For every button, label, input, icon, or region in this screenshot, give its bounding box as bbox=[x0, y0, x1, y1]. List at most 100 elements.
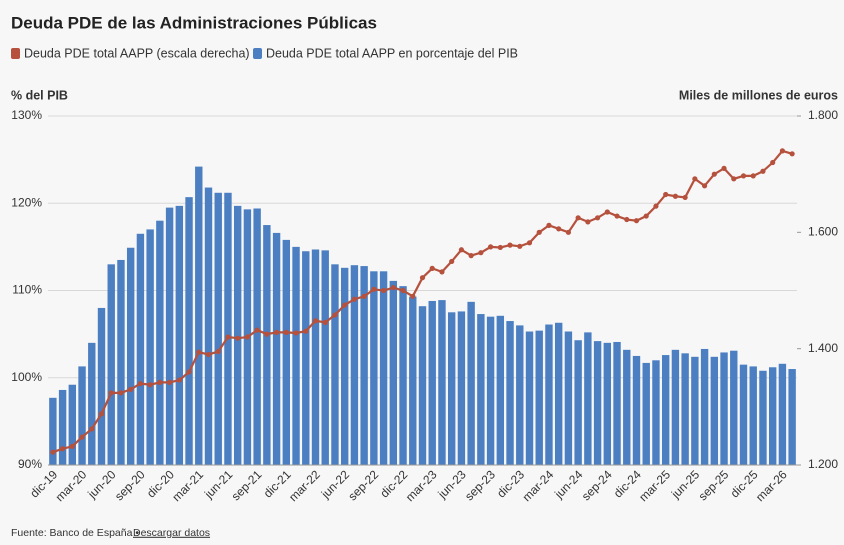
x-tick-label: mar-22 bbox=[286, 467, 323, 504]
x-tick-label: mar-26 bbox=[753, 467, 790, 504]
x-tick-label: sep-25 bbox=[696, 467, 732, 503]
point bbox=[614, 213, 620, 219]
point bbox=[176, 377, 182, 383]
point bbox=[371, 286, 377, 292]
x-tick-label: sep-22 bbox=[345, 467, 381, 503]
bar bbox=[613, 341, 621, 465]
bar bbox=[574, 340, 582, 465]
bar bbox=[156, 220, 164, 465]
point bbox=[50, 449, 56, 455]
point bbox=[721, 165, 727, 171]
y2-tick-label: 1.800 bbox=[808, 108, 838, 122]
point bbox=[701, 183, 708, 189]
bar bbox=[321, 250, 329, 465]
bar bbox=[749, 366, 757, 465]
bar bbox=[224, 192, 232, 465]
point bbox=[653, 203, 659, 209]
legend-label: Deuda PDE total AAPP en porcentaje del P… bbox=[266, 46, 518, 60]
bar bbox=[720, 352, 728, 465]
point bbox=[663, 191, 669, 198]
y2-tick-label: 1.600 bbox=[808, 225, 838, 239]
bar bbox=[136, 233, 145, 465]
bar bbox=[457, 311, 466, 465]
x-tick-label: mar-23 bbox=[403, 467, 440, 504]
bar bbox=[331, 264, 339, 465]
point bbox=[332, 312, 338, 318]
bar bbox=[340, 267, 349, 465]
point bbox=[779, 148, 786, 154]
point bbox=[507, 242, 513, 248]
download-link[interactable]: Descargar datos bbox=[133, 527, 210, 539]
bar bbox=[584, 332, 592, 465]
bar bbox=[68, 384, 77, 465]
bar bbox=[554, 322, 563, 465]
point bbox=[517, 243, 523, 249]
bar bbox=[272, 232, 281, 465]
bar bbox=[593, 341, 602, 465]
bar bbox=[204, 187, 213, 466]
point bbox=[128, 386, 134, 392]
bar bbox=[107, 264, 115, 465]
point bbox=[118, 390, 124, 396]
point bbox=[186, 369, 192, 375]
point bbox=[322, 319, 328, 326]
point bbox=[244, 334, 251, 340]
point bbox=[147, 382, 153, 388]
legend-swatch bbox=[11, 48, 20, 59]
bar bbox=[428, 300, 436, 465]
bar bbox=[97, 307, 106, 465]
point bbox=[711, 171, 717, 177]
bar bbox=[165, 207, 174, 466]
bar bbox=[506, 321, 514, 465]
bar bbox=[710, 356, 719, 465]
bar bbox=[389, 280, 398, 465]
x-tick-label: mar-20 bbox=[53, 467, 90, 504]
bar bbox=[49, 397, 57, 465]
point bbox=[624, 216, 630, 223]
y-tick-label: 100% bbox=[11, 370, 42, 384]
bar bbox=[360, 266, 368, 465]
y-tick-label: 90% bbox=[18, 457, 42, 471]
bar bbox=[185, 197, 193, 465]
y-tick-label: 110% bbox=[12, 283, 42, 297]
point bbox=[69, 443, 75, 449]
bar bbox=[399, 286, 407, 465]
bar bbox=[632, 355, 641, 465]
source: Fuente: Banco de España • bbox=[11, 527, 139, 539]
point bbox=[672, 193, 679, 199]
x-tick-label: sep-24 bbox=[579, 467, 615, 503]
point bbox=[196, 349, 202, 355]
point bbox=[157, 379, 163, 386]
point bbox=[497, 244, 503, 251]
bar bbox=[700, 348, 709, 465]
point bbox=[351, 296, 358, 302]
point bbox=[526, 240, 533, 246]
chart-title: Deuda PDE de las Administraciones Públic… bbox=[11, 13, 377, 32]
x-tick-label: sep-23 bbox=[462, 467, 498, 503]
point bbox=[731, 176, 737, 182]
point bbox=[682, 194, 688, 201]
point bbox=[390, 284, 396, 291]
point bbox=[468, 253, 474, 259]
x-tick-label: mar-25 bbox=[636, 467, 673, 504]
bar bbox=[623, 349, 631, 465]
bar bbox=[739, 364, 748, 465]
bar bbox=[292, 246, 300, 465]
bar bbox=[778, 363, 787, 465]
bar bbox=[652, 360, 660, 465]
bar bbox=[603, 342, 612, 465]
point bbox=[264, 331, 270, 337]
point bbox=[429, 265, 435, 271]
point bbox=[293, 330, 299, 336]
point bbox=[235, 335, 241, 341]
bar bbox=[78, 366, 86, 465]
point bbox=[594, 215, 601, 221]
legend-label: Deuda PDE total AAPP (escala derecha) bbox=[24, 46, 250, 60]
bar bbox=[671, 349, 680, 465]
point bbox=[400, 287, 406, 294]
point bbox=[633, 218, 640, 224]
bar bbox=[496, 315, 505, 465]
bar bbox=[535, 330, 543, 465]
point bbox=[59, 446, 66, 452]
